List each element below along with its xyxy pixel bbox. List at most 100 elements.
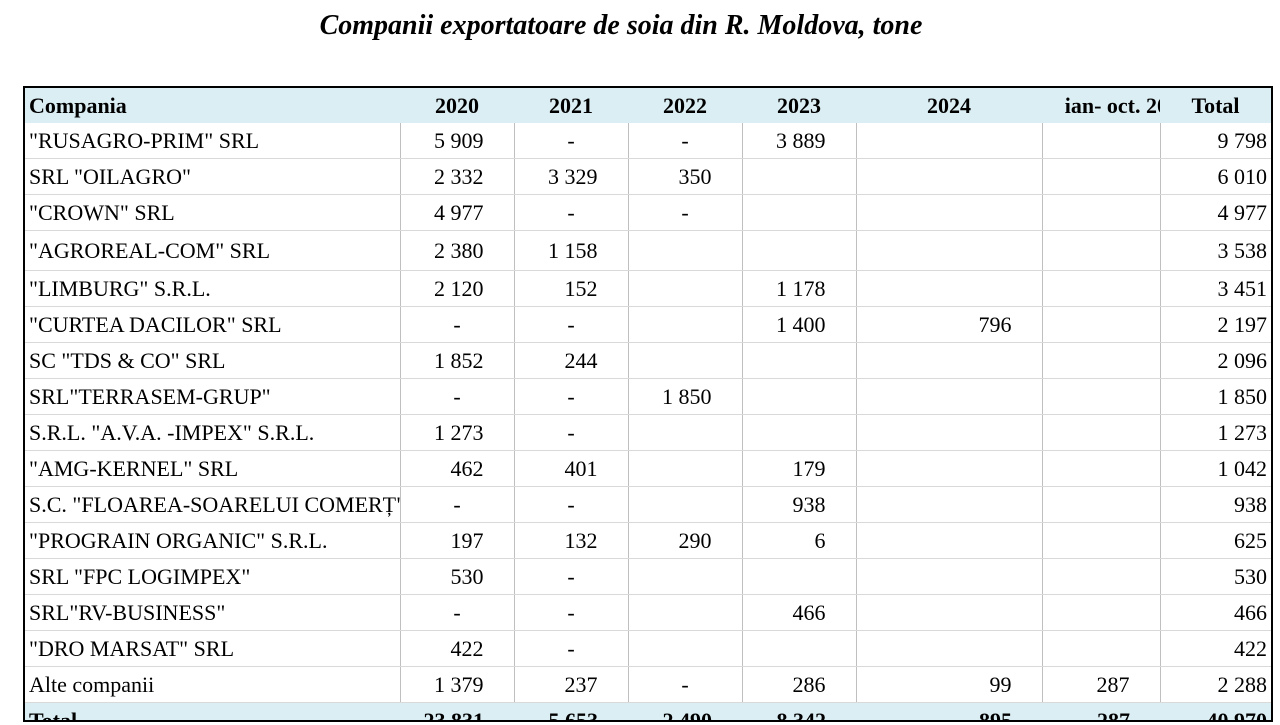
value-cell: 237 (514, 666, 629, 703)
value-cell: - (514, 486, 629, 523)
value-cell (628, 558, 743, 595)
header-company: Compania (25, 88, 400, 123)
value-cell: - (514, 194, 629, 231)
table-row: "CURTEA DACILOR" SRL - -1 400 796 2 197 (25, 306, 1271, 343)
value-cell: 938 (742, 486, 857, 523)
value-cell: - (514, 558, 629, 595)
value-cell: 1 042 (1160, 450, 1271, 487)
table-row: "AGROREAL-COM" SRL 2 380 1 158 3 538 (25, 230, 1271, 271)
header-ytd: ian- oct. 2025 (1042, 88, 1160, 123)
value-cell: 3 451 (1160, 270, 1271, 307)
value-cell: 6 010 (1160, 158, 1271, 195)
company-name-cell: SRL"RV-BUSINESS" (25, 594, 401, 631)
value-cell (856, 342, 1043, 379)
value-cell (1042, 414, 1161, 451)
value-cell: 287 (1042, 666, 1161, 703)
total-cell: 287 (1042, 702, 1160, 720)
table-row: "DRO MARSAT" SRL 422-422 (25, 630, 1271, 667)
value-cell: 1 850 (628, 378, 743, 415)
company-name-cell: "PROGRAIN ORGANIC" S.R.L. (25, 522, 401, 559)
value-cell (742, 558, 857, 595)
value-cell: 1 273 (400, 414, 515, 451)
value-cell (628, 630, 743, 667)
value-cell (1042, 194, 1161, 231)
company-name-cell: Alte companii (25, 666, 401, 703)
value-cell (856, 630, 1043, 667)
table-row: SRL"RV-BUSINESS" - -466 466 (25, 594, 1271, 631)
value-cell: 286 (742, 666, 857, 703)
value-cell (1042, 123, 1161, 159)
total-label: Total (25, 702, 400, 720)
company-name-cell: S.C. "FLOAREA-SOARELUI COMERȚ" (25, 486, 401, 523)
table-row: "AMG-KERNEL" SRL 462 401 179 1 042 (25, 450, 1271, 487)
page-title: Companii exportatoare de soia din R. Mol… (319, 10, 923, 41)
value-cell: 3 889 (742, 123, 857, 159)
header-total: Total (1160, 88, 1271, 123)
company-name-cell: "CROWN" SRL (25, 194, 401, 231)
table-row: "LIMBURG" S.R.L. 2 120 152 1 178 3 451 (25, 270, 1271, 307)
value-cell: 99 (856, 666, 1043, 703)
value-cell: 1 400 (742, 306, 857, 343)
total-cell: 5 653 (514, 702, 628, 720)
value-cell: 3 329 (514, 158, 629, 195)
value-cell (1042, 450, 1161, 487)
value-cell: 466 (742, 594, 857, 631)
value-cell: - (514, 414, 629, 451)
value-cell: 625 (1160, 522, 1271, 559)
value-cell (1042, 230, 1161, 271)
value-cell: 1 158 (514, 230, 629, 271)
value-cell: 1 852 (400, 342, 515, 379)
value-cell (856, 123, 1043, 159)
value-cell: 244 (514, 342, 629, 379)
value-cell (628, 342, 743, 379)
value-cell: 9 798 (1160, 123, 1271, 159)
value-cell (628, 450, 743, 487)
value-cell: 530 (1160, 558, 1271, 595)
company-name-cell: SRL"TERRASEM-GRUP" (25, 378, 401, 415)
value-cell: 2 380 (400, 230, 515, 271)
value-cell: - (514, 378, 629, 415)
table-row: SRL "OILAGRO" 2 332 3 329 350 6 010 (25, 158, 1271, 195)
value-cell: - (514, 123, 629, 159)
value-cell (742, 342, 857, 379)
value-cell (742, 230, 857, 271)
value-cell (1042, 630, 1161, 667)
table-row: "CROWN" SRL 4 977- -4 977 (25, 194, 1271, 231)
table-row: SC "TDS & CO" SRL 1 852 244 2 096 (25, 342, 1271, 379)
company-name-cell: SRL "FPC LOGIMPEX" (25, 558, 401, 595)
total-cell: 40 970 (1160, 702, 1271, 720)
value-cell: 179 (742, 450, 857, 487)
value-cell: - (514, 630, 629, 667)
value-cell (742, 158, 857, 195)
value-cell (1042, 270, 1161, 307)
value-cell (742, 378, 857, 415)
value-cell (1042, 378, 1161, 415)
value-cell: 1 178 (742, 270, 857, 307)
value-cell (856, 230, 1043, 271)
company-name-cell: "DRO MARSAT" SRL (25, 630, 401, 667)
value-cell: 1 379 (400, 666, 515, 703)
value-cell (1042, 486, 1161, 523)
value-cell: 796 (856, 306, 1043, 343)
value-cell: 401 (514, 450, 629, 487)
value-cell: 2 120 (400, 270, 515, 307)
header-2024: 2024 (856, 88, 1042, 123)
company-name-cell: SC "TDS & CO" SRL (25, 342, 401, 379)
table-row: S.C. "FLOAREA-SOARELUI COMERȚ" - -938 938 (25, 486, 1271, 523)
value-cell: 4 977 (1160, 194, 1271, 231)
value-cell (628, 306, 743, 343)
value-cell: 2 332 (400, 158, 515, 195)
total-cell: 23 831 (400, 702, 514, 720)
value-cell: 938 (1160, 486, 1271, 523)
value-cell: 2 288 (1160, 666, 1271, 703)
value-cell: - (514, 306, 629, 343)
value-cell (1042, 306, 1161, 343)
value-cell (856, 594, 1043, 631)
table-row: Alte companii 1 379 237-286 99 287 2 288 (25, 666, 1271, 703)
value-cell: 1 273 (1160, 414, 1271, 451)
value-cell (1042, 558, 1161, 595)
header-2022: 2022 (628, 88, 742, 123)
value-cell (856, 414, 1043, 451)
value-cell: - (628, 666, 743, 703)
value-cell: 2 096 (1160, 342, 1271, 379)
